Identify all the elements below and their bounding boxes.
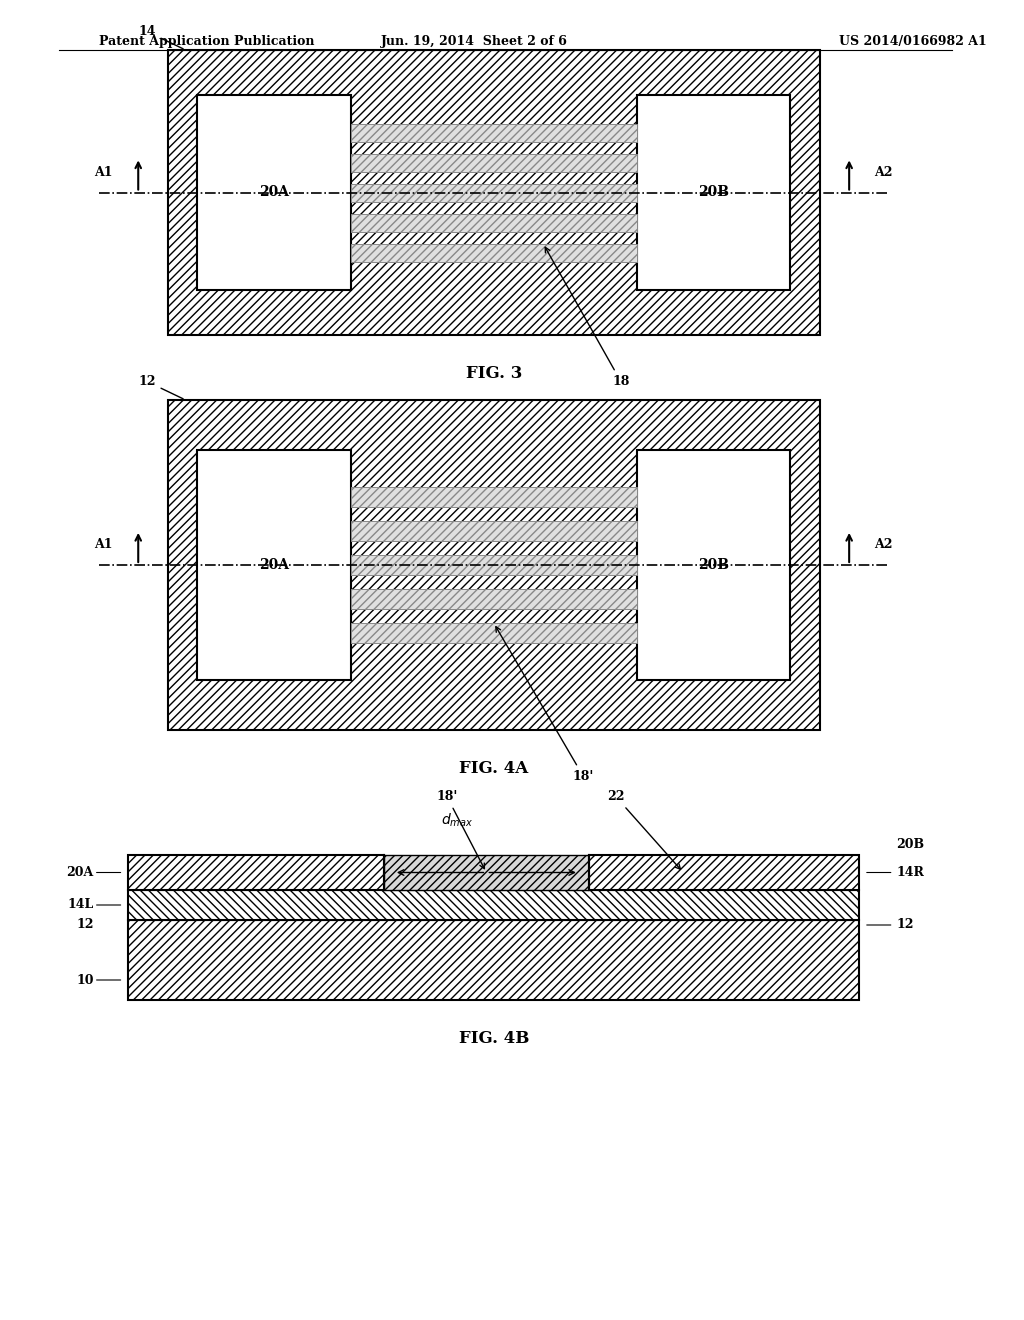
Text: 20B: 20B <box>698 186 729 199</box>
Text: 20A: 20A <box>67 866 94 879</box>
Text: FIG. 4A: FIG. 4A <box>459 760 528 777</box>
Text: A2: A2 <box>874 166 893 180</box>
Bar <box>128 890 859 920</box>
Text: A2: A2 <box>874 539 893 552</box>
Text: 18': 18' <box>436 789 484 869</box>
Text: 20A: 20A <box>259 186 289 199</box>
Bar <box>128 920 859 1001</box>
Text: 14L: 14L <box>68 899 94 912</box>
Bar <box>168 400 819 730</box>
Text: FIG. 4B: FIG. 4B <box>459 1030 528 1047</box>
Text: $d_{max}$: $d_{max}$ <box>440 812 473 829</box>
Text: 20B: 20B <box>897 838 925 851</box>
Text: 12: 12 <box>77 919 94 932</box>
Bar <box>350 183 637 202</box>
Bar <box>350 554 637 576</box>
Text: 20A: 20A <box>259 558 289 572</box>
Text: 10: 10 <box>77 974 94 986</box>
Bar <box>637 95 790 290</box>
Bar <box>350 623 637 643</box>
Bar <box>589 855 859 890</box>
Text: US 2014/0166982 A1: US 2014/0166982 A1 <box>840 36 987 48</box>
Bar <box>350 124 637 141</box>
Bar <box>350 153 637 172</box>
Text: 20B: 20B <box>698 558 729 572</box>
Text: 12: 12 <box>138 375 183 399</box>
Text: A1: A1 <box>94 539 113 552</box>
Bar <box>384 855 589 890</box>
Text: 14R: 14R <box>897 866 925 879</box>
Bar <box>168 50 819 335</box>
Text: Jun. 19, 2014  Sheet 2 of 6: Jun. 19, 2014 Sheet 2 of 6 <box>381 36 567 48</box>
Text: 18': 18' <box>496 627 594 783</box>
Text: 14: 14 <box>138 25 183 49</box>
Bar <box>198 95 350 290</box>
Text: Patent Application Publication: Patent Application Publication <box>98 36 314 48</box>
Bar <box>350 487 637 507</box>
Text: 18: 18 <box>545 247 630 388</box>
Bar <box>350 589 637 609</box>
Text: A1: A1 <box>94 166 113 180</box>
Bar <box>350 214 637 231</box>
Text: 12: 12 <box>897 919 914 932</box>
Bar <box>350 521 637 541</box>
Text: 22: 22 <box>607 789 680 870</box>
Bar <box>198 450 350 680</box>
Bar <box>350 243 637 261</box>
Bar <box>637 450 790 680</box>
Text: FIG. 3: FIG. 3 <box>466 366 522 381</box>
Bar <box>128 855 384 890</box>
